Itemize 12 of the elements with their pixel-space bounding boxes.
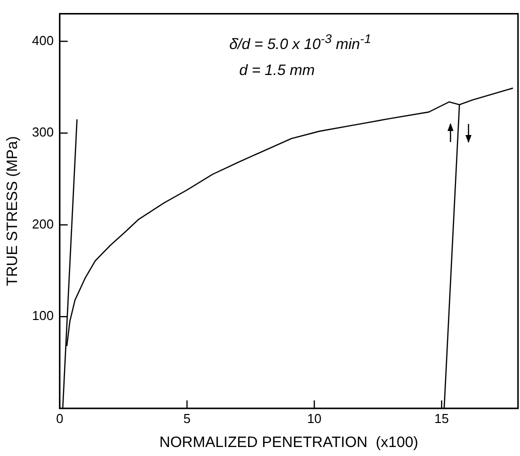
x-tick-label: 10 [307, 410, 322, 426]
y-tick-label: 400 [32, 32, 54, 48]
x-tick-label: 15 [434, 410, 449, 426]
annotation: d = 1.5 mm [239, 62, 315, 79]
x-tick-label: 0 [56, 410, 64, 426]
y-axis-title: TRUE STRESS (MPa) [4, 136, 22, 286]
y-tick-label: 300 [32, 124, 54, 140]
y-tick-label: 100 [32, 308, 54, 324]
x-axis-title: NORMALIZED PENETRATION (x100) [159, 434, 418, 452]
y-tick-label: 200 [32, 216, 54, 232]
annotation: δ̇/d = 5.0 x 10$^{-3}$ min$^{-1}$ [229, 32, 372, 53]
x-tick-label: 5 [183, 410, 191, 426]
